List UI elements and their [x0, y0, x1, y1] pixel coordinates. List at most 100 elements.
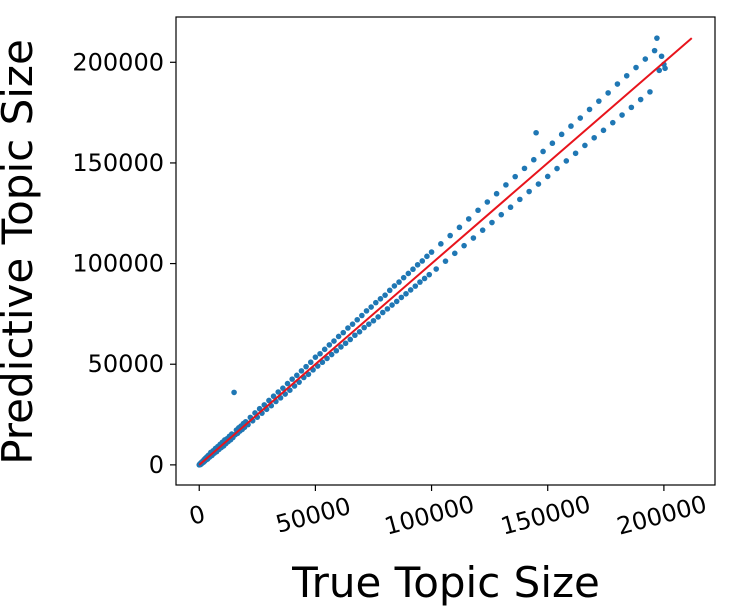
- data-point: [475, 207, 481, 214]
- data-point: [345, 325, 351, 331]
- reference-line: [198, 37, 693, 466]
- data-point: [366, 321, 372, 327]
- data-point: [368, 304, 374, 310]
- data-point: [356, 329, 363, 335]
- data-point: [489, 219, 495, 226]
- data-point: [373, 299, 379, 306]
- data-point: [347, 336, 354, 343]
- data-point: [461, 242, 467, 249]
- data-point: [321, 346, 328, 353]
- data-point: [619, 112, 625, 118]
- data-point: [526, 188, 532, 195]
- data-point: [312, 354, 319, 360]
- data-point: [326, 342, 333, 348]
- data-point: [507, 204, 514, 211]
- data-point: [535, 181, 542, 187]
- x-axis-label: True Topic Size: [291, 558, 600, 607]
- data-point: [596, 98, 602, 104]
- data-point: [654, 35, 660, 41]
- data-point: [370, 317, 377, 324]
- data-point: [647, 89, 653, 95]
- x-tick-label: 100000: [382, 490, 478, 541]
- data-point: [512, 173, 518, 180]
- data-point: [498, 211, 505, 218]
- data-point: [651, 47, 658, 54]
- data-point: [379, 309, 386, 316]
- data-point: [352, 332, 358, 339]
- data-point: [456, 224, 463, 231]
- data-point: [403, 290, 409, 297]
- data-point: [465, 216, 472, 222]
- data-point: [398, 294, 405, 301]
- data-point: [298, 368, 305, 374]
- data-point: [517, 196, 523, 203]
- data-point: [331, 338, 337, 344]
- data-point: [389, 302, 395, 308]
- data-point: [623, 72, 630, 79]
- data-point: [284, 380, 291, 387]
- data-point: [544, 173, 551, 180]
- y-axis-label: Predictive Topic Size: [0, 39, 42, 465]
- data-point: [419, 258, 426, 264]
- plot-area: [175, 16, 716, 486]
- data-point: [479, 227, 486, 233]
- data-point: [582, 142, 588, 149]
- data-point: [568, 123, 574, 129]
- data-point: [266, 397, 272, 404]
- data-point: [533, 129, 539, 136]
- data-point: [375, 314, 381, 320]
- data-point: [305, 371, 312, 378]
- data-point: [377, 296, 384, 302]
- data-point: [400, 274, 407, 281]
- data-point: [382, 292, 388, 298]
- y-tick-label: 50000: [88, 350, 164, 378]
- data-point: [658, 53, 665, 60]
- data-point: [303, 363, 309, 370]
- y-tick-label: 100000: [72, 250, 164, 278]
- data-point: [572, 150, 579, 157]
- plot-frame: [175, 16, 716, 486]
- data-point: [591, 134, 597, 141]
- data-point: [328, 351, 335, 358]
- data-point: [386, 287, 393, 294]
- data-point: [410, 266, 416, 273]
- y-tick-label: 200000: [72, 48, 164, 76]
- data-point: [317, 350, 323, 357]
- data-point: [396, 279, 402, 285]
- data-point: [333, 347, 340, 354]
- data-point: [614, 81, 621, 87]
- data-point: [442, 258, 449, 264]
- x-axis-ticks: 0 50000 100000 150000 200000: [186, 485, 710, 541]
- data-point: [600, 127, 607, 134]
- data-point: [280, 385, 286, 391]
- x-tick-label: 50000: [273, 492, 354, 539]
- data-point: [563, 158, 570, 164]
- data-point: [662, 65, 668, 72]
- data-point: [577, 115, 584, 121]
- data-point: [407, 287, 414, 293]
- data-point: [433, 266, 440, 272]
- x-tick-label: 150000: [498, 490, 594, 541]
- data-point: [342, 340, 349, 347]
- data-point: [438, 241, 444, 247]
- data-point: [656, 67, 663, 74]
- data-point: [384, 306, 391, 312]
- data-point: [349, 321, 356, 327]
- x-tick-label: 0: [186, 500, 208, 531]
- data-point: [642, 56, 649, 62]
- data-point: [421, 275, 428, 282]
- data-point: [470, 235, 477, 241]
- data-point: [549, 140, 556, 147]
- data-point: [586, 106, 593, 113]
- data-point: [633, 64, 639, 71]
- data-point: [417, 279, 423, 285]
- data-point: [393, 298, 400, 305]
- data-point: [521, 165, 528, 172]
- data-point: [361, 324, 367, 331]
- data-point: [412, 283, 419, 289]
- data-point: [231, 389, 237, 396]
- data-point: [354, 316, 361, 323]
- data-point: [294, 372, 300, 379]
- data-point: [447, 232, 453, 239]
- data-point: [289, 376, 295, 382]
